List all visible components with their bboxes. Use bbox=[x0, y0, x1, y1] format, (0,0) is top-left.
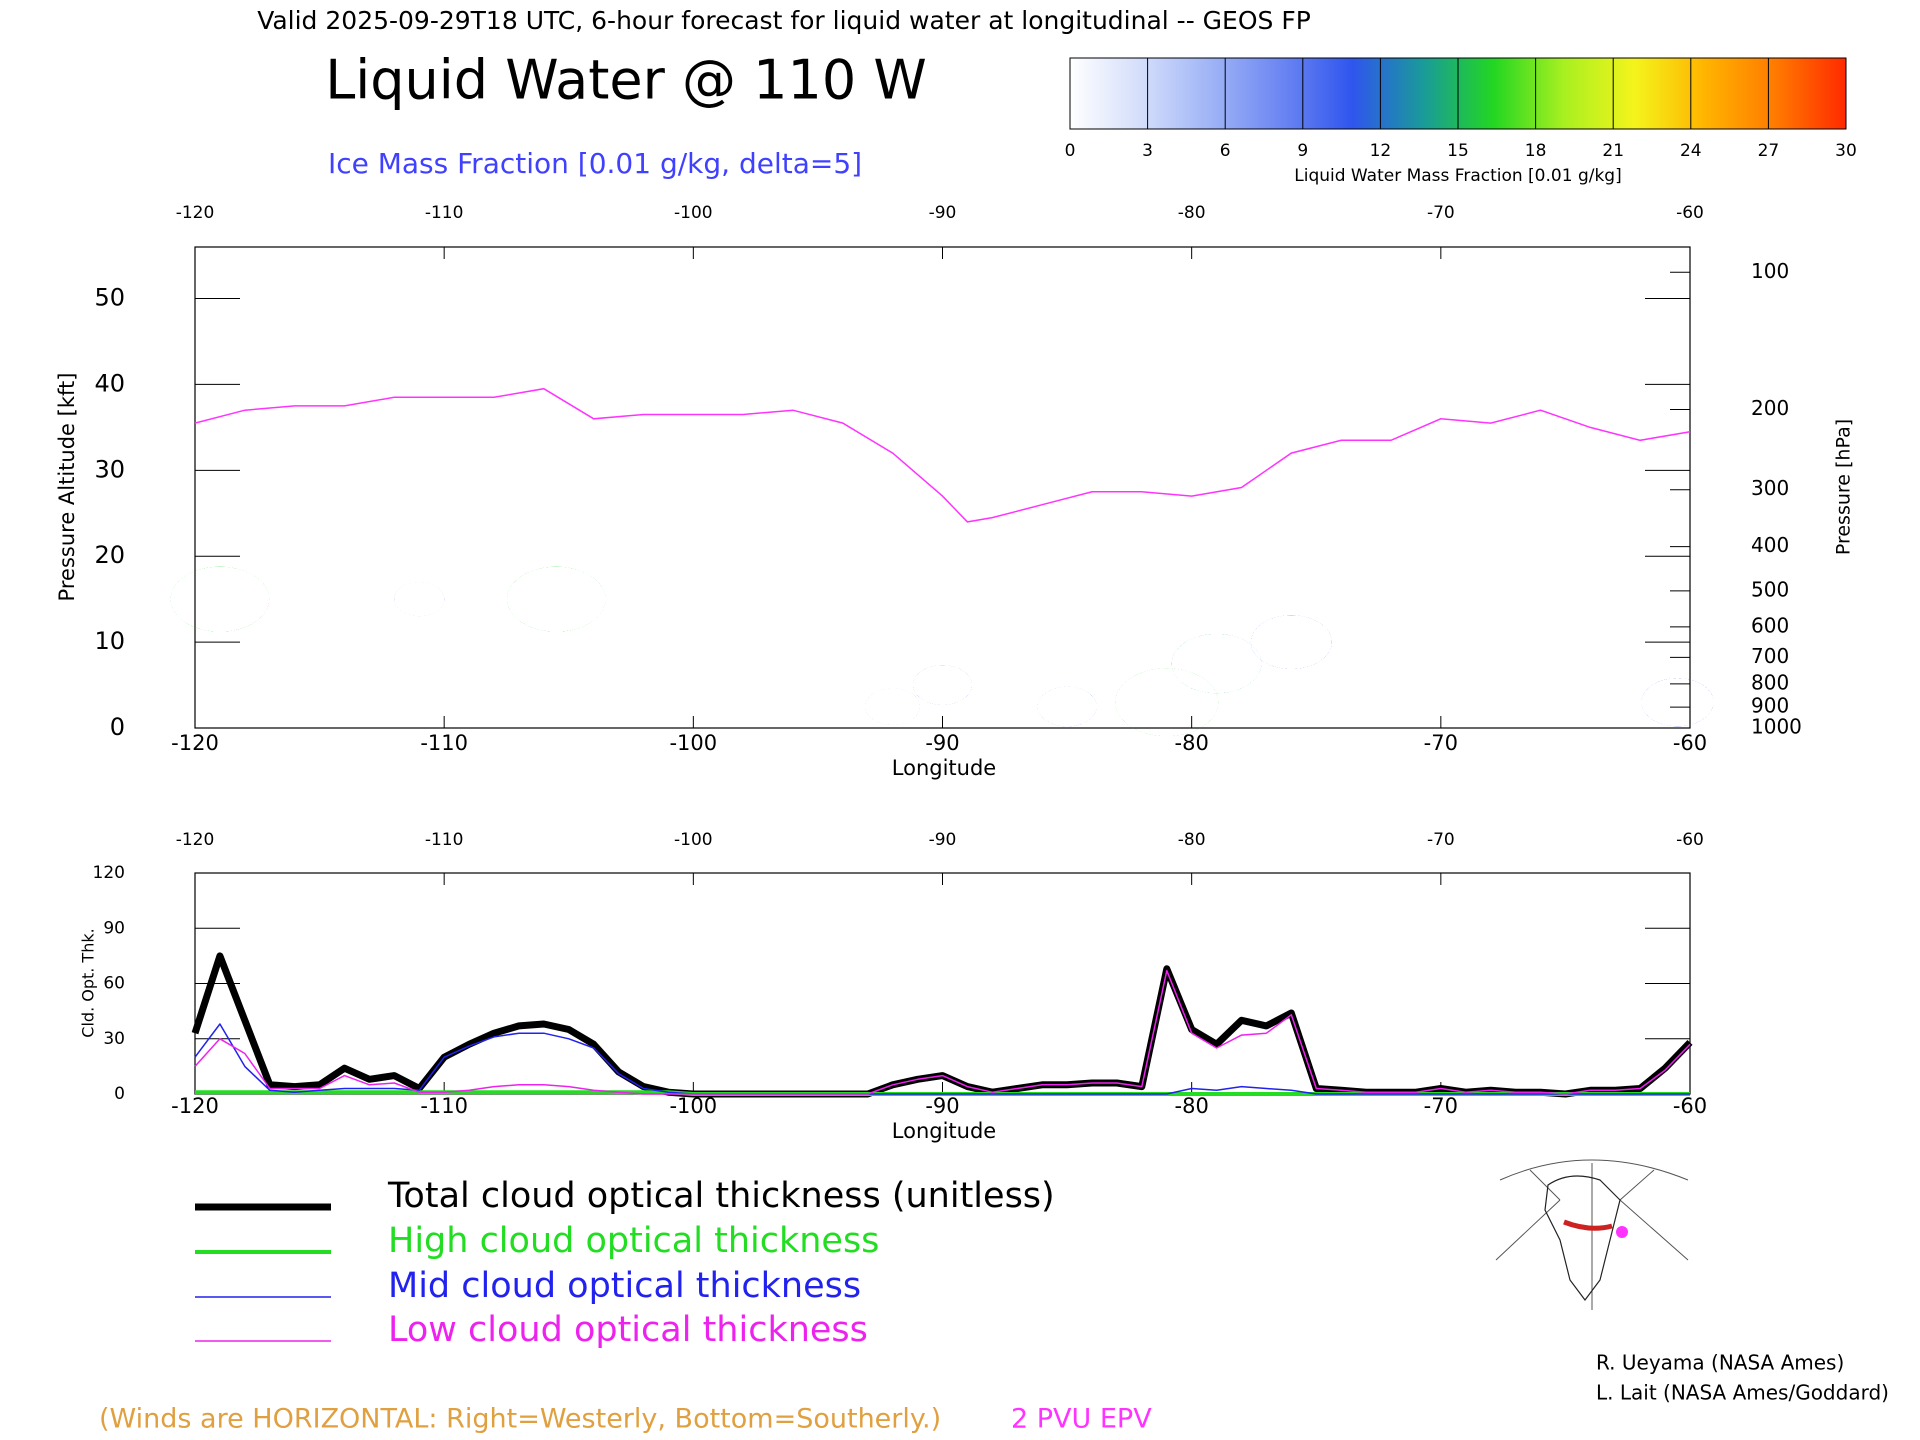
x-tick-label: -80 bbox=[1178, 830, 1206, 850]
series-line bbox=[194, 969, 1691, 1095]
liquid-water-blob bbox=[1641, 678, 1714, 727]
x-tick-label: -70 bbox=[1427, 203, 1455, 223]
y2-tick-label: 500 bbox=[1751, 577, 1789, 601]
x-tick-label: -80 bbox=[1178, 203, 1206, 223]
liquid-water-blob bbox=[507, 566, 606, 632]
y-tick-label: 90 bbox=[103, 918, 125, 938]
y2-tick-label: 1000 bbox=[1751, 715, 1802, 739]
colorbar-tick-label: 27 bbox=[1758, 141, 1780, 161]
colorbar-tick-label: 18 bbox=[1525, 141, 1547, 161]
x-tick-label: -70 bbox=[1424, 731, 1458, 755]
colorbar-tick-label: 15 bbox=[1447, 141, 1469, 161]
y2-tick-label: 400 bbox=[1751, 533, 1789, 557]
y-tick-label: 30 bbox=[103, 1029, 125, 1049]
legend-label: Mid cloud optical thickness bbox=[388, 1266, 861, 1306]
x-tick-label: -120 bbox=[171, 731, 219, 755]
x-tick-label: -60 bbox=[1676, 830, 1704, 850]
plot-frame bbox=[194, 246, 1691, 729]
colorbar-tick-label: 21 bbox=[1602, 141, 1624, 161]
credit: L. Lait (NASA Ames/Goddard) bbox=[1596, 1381, 1889, 1405]
credit: R. Ueyama (NASA Ames) bbox=[1596, 1351, 1844, 1375]
y-tick-label: 40 bbox=[94, 369, 125, 397]
legend-label: Low cloud optical thickness bbox=[388, 1310, 868, 1350]
x-tick-label: -90 bbox=[925, 1094, 959, 1118]
colorbar-tick-label: 30 bbox=[1835, 141, 1857, 161]
x-tick-label: -70 bbox=[1424, 1094, 1458, 1118]
x-tick-label: -120 bbox=[171, 1094, 219, 1118]
x-tick-label: -80 bbox=[1175, 731, 1209, 755]
x-tick-label: -100 bbox=[674, 830, 713, 850]
subtitle: Ice Mass Fraction [0.01 g/kg, delta=5] bbox=[328, 147, 862, 180]
x-tick-label: -100 bbox=[674, 203, 713, 223]
x-tick-label: -60 bbox=[1676, 203, 1704, 223]
liquid-water-blob bbox=[913, 665, 972, 705]
y-tick-label: 0 bbox=[114, 1084, 125, 1104]
colorbar-tick-label: 24 bbox=[1680, 141, 1702, 161]
y-tick-label: 20 bbox=[94, 541, 125, 569]
colorbar-tick-label: 9 bbox=[1297, 141, 1308, 161]
y-tick-label: 60 bbox=[103, 974, 125, 994]
series-line bbox=[191, 952, 1693, 1098]
y-tick-label: 0 bbox=[110, 713, 125, 741]
x-tick-label: -60 bbox=[1673, 1094, 1707, 1118]
chart-title: Liquid Water @ 110 W bbox=[325, 49, 927, 112]
x-tick-label: -70 bbox=[1427, 830, 1455, 850]
y2-tick-label: 900 bbox=[1751, 694, 1789, 718]
legend-label: High cloud optical thickness bbox=[388, 1221, 879, 1261]
y2-tick-label: 700 bbox=[1751, 644, 1789, 668]
liquid-water-blob bbox=[394, 582, 445, 617]
y-tick-label: 30 bbox=[94, 455, 125, 483]
plot-frame bbox=[194, 872, 1691, 1095]
x-tick-label: -80 bbox=[1175, 1094, 1209, 1118]
header: Valid 2025-09-29T18 UTC, 6-hour forecast… bbox=[257, 6, 1311, 35]
x-tick-label: -120 bbox=[176, 830, 215, 850]
liquid-water-blob bbox=[170, 566, 270, 632]
y-tick-label: 50 bbox=[94, 284, 125, 312]
colorbar-tick-label: 12 bbox=[1370, 141, 1392, 161]
y-axis-label: Cld. Opt. Thk. bbox=[79, 928, 98, 1037]
colorbar-tick-label: 3 bbox=[1142, 141, 1153, 161]
tropopause-line bbox=[194, 387, 1691, 523]
y2-tick-label: 200 bbox=[1751, 396, 1789, 420]
x-tick-label: -120 bbox=[176, 203, 215, 223]
y-axis-label: Pressure Altitude [kft] bbox=[55, 373, 79, 602]
x-tick-label: -110 bbox=[425, 830, 464, 850]
x-tick-label: -110 bbox=[420, 1094, 468, 1118]
liquid-water-blob bbox=[1171, 633, 1262, 694]
liquid-water-blob bbox=[1250, 615, 1332, 669]
y2-tick-label: 100 bbox=[1751, 259, 1789, 283]
series-line bbox=[194, 1023, 1690, 1095]
colorbar-label: Liquid Water Mass Fraction [0.01 g/kg] bbox=[1294, 166, 1621, 186]
colorbar-tick-label: 6 bbox=[1220, 141, 1231, 161]
x-tick-label: -110 bbox=[420, 731, 468, 755]
y2-axis-label: Pressure [hPa] bbox=[1833, 419, 1855, 555]
y-tick-label: 120 bbox=[93, 863, 125, 883]
x-tick-label: -100 bbox=[669, 1094, 717, 1118]
y2-tick-label: 800 bbox=[1751, 670, 1789, 694]
liquid-water-blob bbox=[1037, 686, 1097, 727]
x-tick-label: -110 bbox=[425, 203, 464, 223]
epv-label: 2 PVU EPV bbox=[1011, 1404, 1152, 1435]
locator-map bbox=[1494, 1159, 1690, 1312]
liquid-water-blob bbox=[865, 688, 920, 725]
x-tick-label: -90 bbox=[929, 203, 957, 223]
y-tick-label: 10 bbox=[94, 627, 125, 655]
y2-tick-label: 600 bbox=[1751, 613, 1789, 637]
x-tick-label: -90 bbox=[929, 830, 957, 850]
x-axis-label: Longitude bbox=[892, 756, 996, 780]
x-tick-label: -100 bbox=[669, 731, 717, 755]
legend-label: Total cloud optical thickness (unitless) bbox=[387, 1176, 1055, 1216]
y2-tick-label: 300 bbox=[1751, 476, 1789, 500]
x-tick-label: -60 bbox=[1673, 731, 1707, 755]
footnote: (Winds are HORIZONTAL: Right=Westerly, B… bbox=[99, 1404, 941, 1435]
colorbar-tick-label: 0 bbox=[1065, 141, 1076, 161]
x-axis-label: Longitude bbox=[892, 1119, 996, 1143]
x-tick-label: -90 bbox=[925, 731, 959, 755]
